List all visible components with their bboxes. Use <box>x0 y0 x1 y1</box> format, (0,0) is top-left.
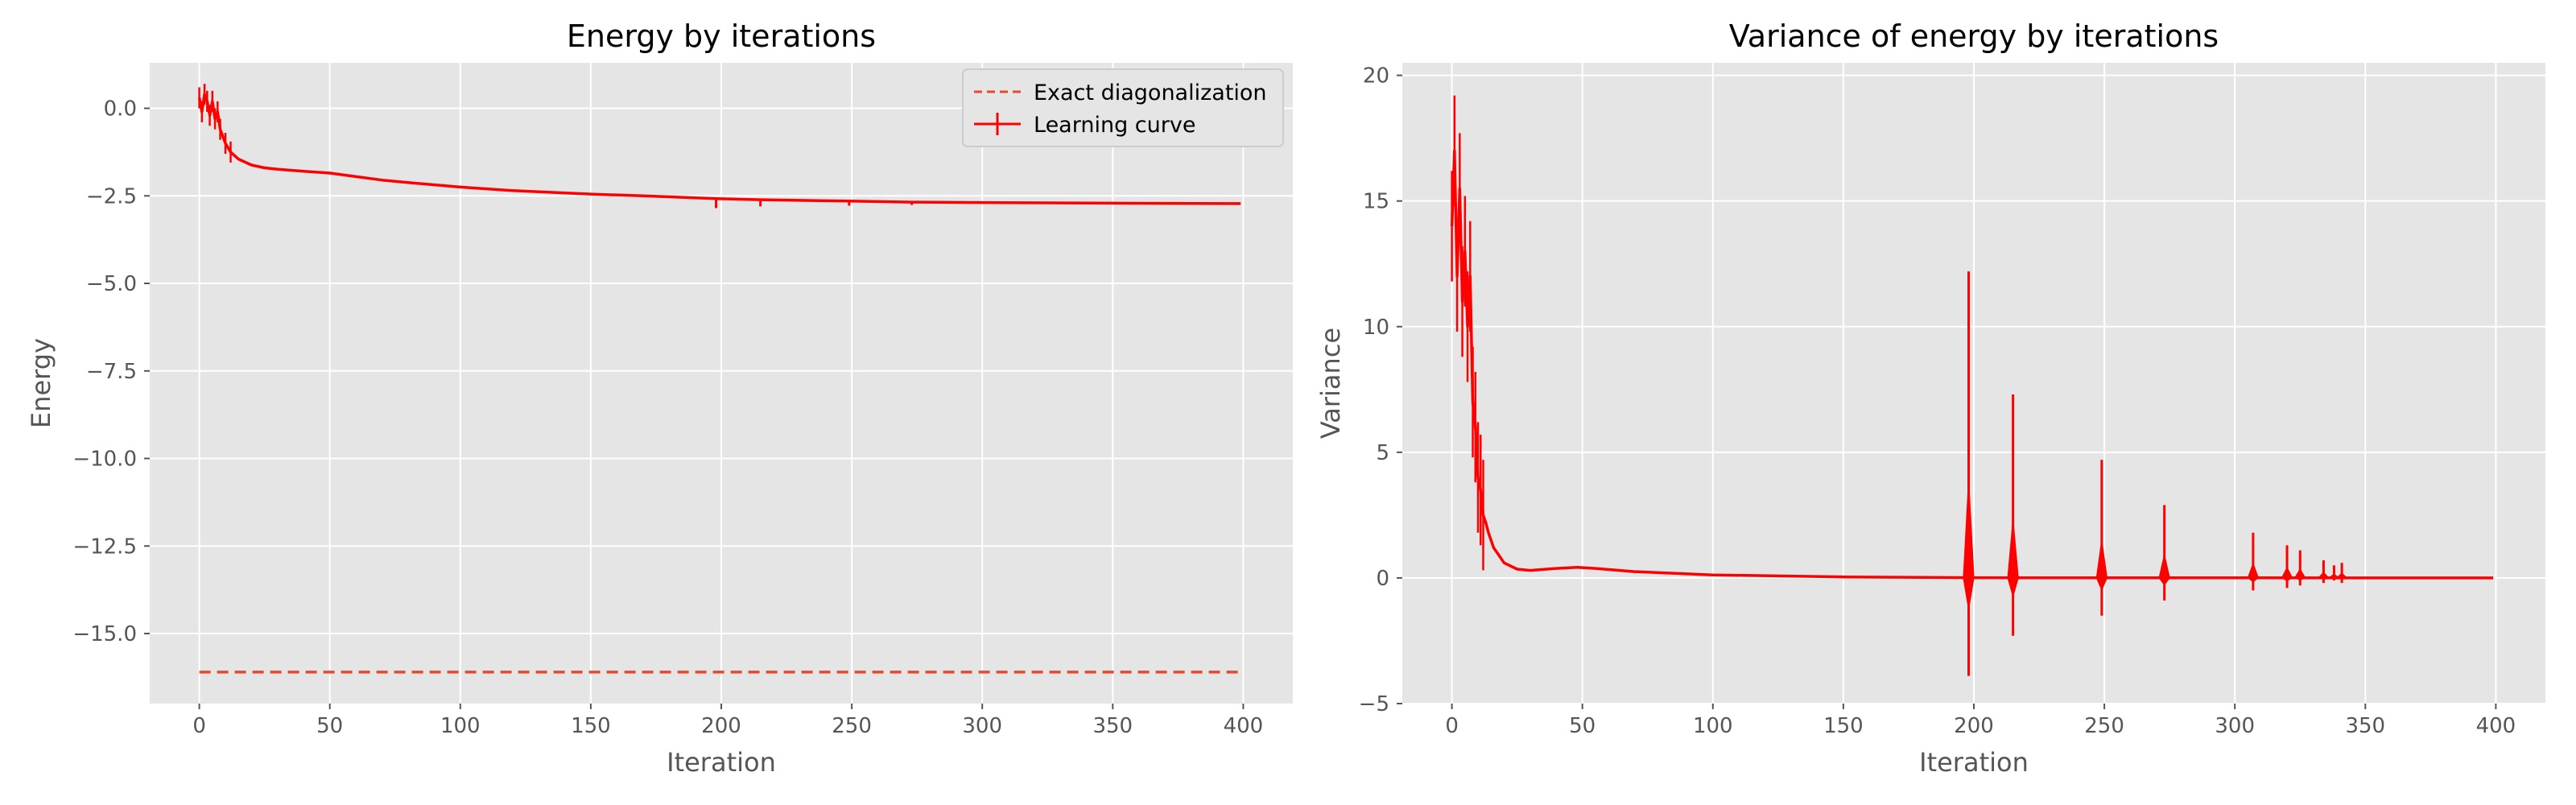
y-tick-label: 15 <box>1363 190 1389 214</box>
y-tick-label: −5 <box>1359 692 1389 716</box>
variance-grid <box>1402 63 2545 704</box>
legend-box <box>962 68 1284 147</box>
y-tick-label: −2.5 <box>86 184 137 208</box>
x-tick-label: 350 <box>1092 714 1133 738</box>
energy-legend: Exact diagonalization Learning curve <box>962 68 1284 147</box>
y-tick-label: −12.5 <box>72 535 137 559</box>
energy-chart: 0 50 100 150 200 250 300 350 400 0.0 −2.5 −5.0 −7.5 −… <box>26 19 1293 778</box>
variance-chart-title: Variance of energy by iterations <box>1729 19 2219 54</box>
y-tick-label: 20 <box>1363 64 1389 89</box>
x-tick-label: 250 <box>2084 714 2124 738</box>
x-tick-label: 200 <box>1954 714 1994 738</box>
legend-learning-label: Learning curve <box>1034 113 1195 138</box>
x-tick-label: 50 <box>316 714 343 738</box>
energy-plot <box>197 84 1241 674</box>
y-tick-label: −10.0 <box>72 448 137 472</box>
y-tick-label: −5.0 <box>86 272 137 296</box>
x-tick-label: 250 <box>832 714 872 738</box>
x-tick-label: 300 <box>962 714 1002 738</box>
x-tick-label: 50 <box>1569 714 1596 738</box>
x-tick-label: 0 <box>1445 714 1459 738</box>
variance-chart: 0 50 100 150 200 250 300 350 400 −5 0 5 10 15 20 Varia… <box>1315 19 2545 778</box>
energy-x-axis-label: Iteration <box>667 747 776 778</box>
x-tick-label: 400 <box>2476 714 2516 738</box>
x-tick-label: 200 <box>701 714 741 738</box>
x-tick-label: 150 <box>571 714 611 738</box>
variance-y-axis-label: Variance <box>1315 328 1346 439</box>
legend-exact-label: Exact diagonalization <box>1034 80 1267 105</box>
y-tick-label: −15.0 <box>72 622 137 646</box>
x-tick-label: 400 <box>1224 714 1264 738</box>
energy-ticks: 0 50 100 150 200 250 300 350 400 0.0 −2.5 −5.0 −7.5 −… <box>72 97 1263 738</box>
x-tick-label: 100 <box>1693 714 1733 738</box>
variance-x-axis-label: Iteration <box>1919 747 2029 778</box>
x-tick-label: 0 <box>192 714 206 738</box>
variance-ticks: 0 50 100 150 200 250 300 350 400 −5 0 5 10 15 20 <box>1359 64 2516 738</box>
variance-plot <box>1450 95 2494 676</box>
x-tick-label: 300 <box>2215 714 2255 738</box>
y-tick-label: 0.0 <box>104 97 137 122</box>
y-tick-label: 10 <box>1363 316 1389 340</box>
energy-y-axis-label: Energy <box>26 338 56 428</box>
x-tick-label: 150 <box>1823 714 1864 738</box>
y-tick-label: 5 <box>1376 441 1389 465</box>
energy-chart-title: Energy by iterations <box>567 19 876 54</box>
x-tick-label: 350 <box>2345 714 2385 738</box>
x-tick-label: 100 <box>440 714 481 738</box>
y-tick-label: 0 <box>1376 567 1389 591</box>
y-tick-label: −7.5 <box>86 360 137 384</box>
